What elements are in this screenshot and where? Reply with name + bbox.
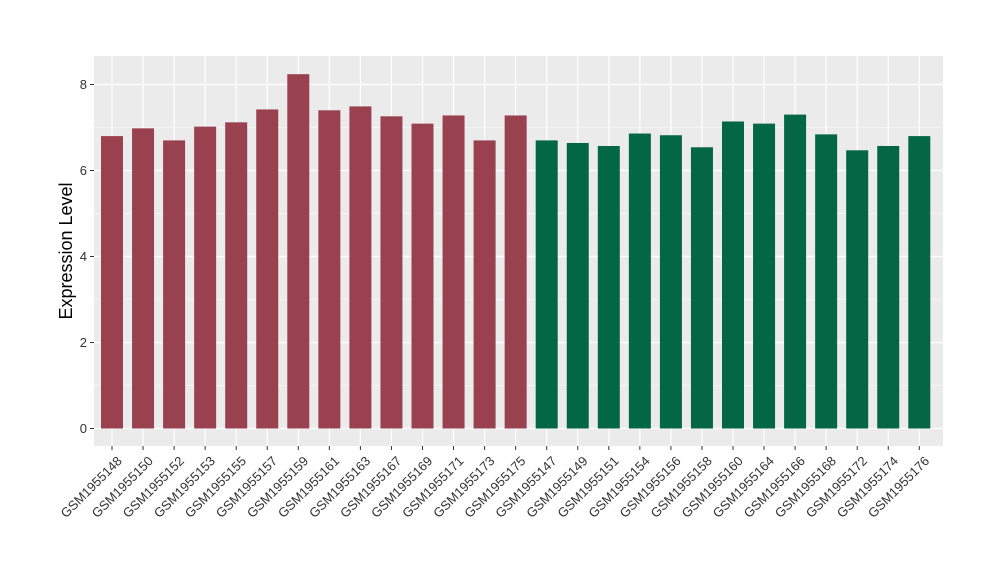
x-axis-ticks: GSM1955148GSM1955150GSM1955152GSM1955153…: [58, 446, 932, 521]
bar: [442, 115, 465, 429]
bar: [225, 122, 248, 429]
bar: [784, 114, 807, 429]
y-tick-label: 0: [80, 421, 87, 436]
y-tick-label: 4: [80, 249, 87, 264]
bar: [846, 150, 869, 429]
bar: [380, 116, 403, 429]
bar: [163, 140, 186, 429]
bar: [535, 140, 558, 429]
bars: [101, 74, 931, 429]
bar: [194, 126, 217, 429]
y-axis-title: Expression Level: [56, 182, 76, 319]
bar: [566, 142, 589, 429]
y-axis-ticks: 0 2 4 6 8: [80, 77, 94, 436]
bar: [690, 147, 713, 429]
bar: [877, 145, 900, 429]
y-tick-label: 6: [80, 163, 87, 178]
y-tick-label: 2: [80, 335, 87, 350]
bar: [659, 135, 682, 429]
bar: [132, 128, 155, 429]
bar: [504, 115, 527, 429]
bar: [349, 106, 372, 429]
bar: [597, 145, 620, 429]
bar: [628, 133, 651, 429]
y-tick-label: 8: [80, 77, 87, 92]
bar: [287, 74, 310, 429]
bar: [722, 121, 744, 429]
bar: [256, 109, 279, 429]
bar: [473, 140, 496, 429]
bar: [411, 123, 434, 429]
bar: [318, 110, 341, 429]
bar: [101, 136, 123, 429]
bar: [908, 136, 931, 429]
bar: [753, 123, 776, 429]
bar: [815, 134, 838, 429]
